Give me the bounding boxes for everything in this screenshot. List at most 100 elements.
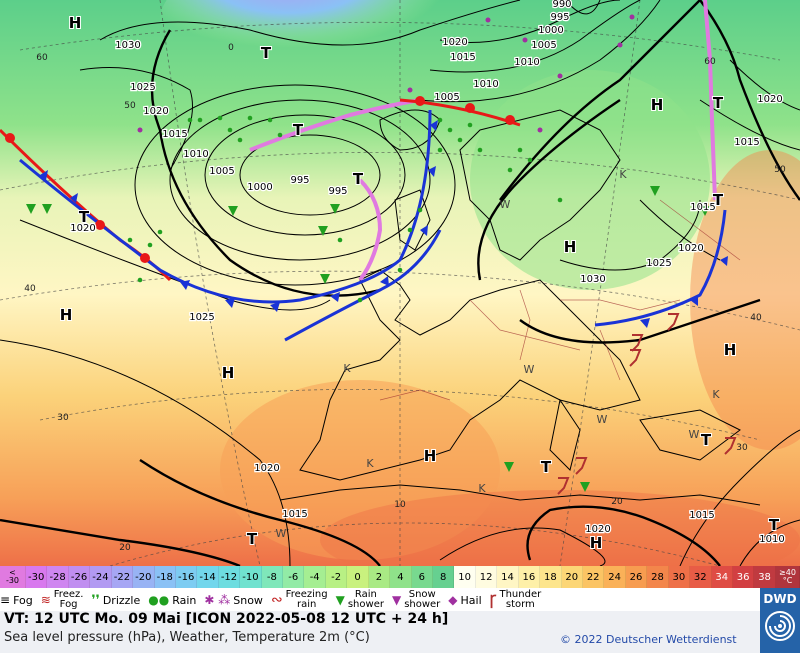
scale-cell: 6 xyxy=(411,566,434,588)
scale-cell: 2 xyxy=(368,566,391,588)
legend-fog-label: Fog xyxy=(13,593,33,607)
grid-label: 50 xyxy=(774,165,786,175)
scale-cell: -26 xyxy=(68,566,91,588)
low-pressure-label: T xyxy=(79,208,90,226)
freezing-fog-icon: ≋ xyxy=(40,593,51,607)
legend-freezing-fog: ≋ Freez. Fog xyxy=(41,590,84,610)
grid-label: 20 xyxy=(119,543,131,553)
scale-cell: 4 xyxy=(390,566,412,588)
scale-cell: 22 xyxy=(582,566,605,588)
scale-min-symbol: < xyxy=(9,568,16,577)
scale-cell: 38 xyxy=(754,566,776,588)
copyright: © 2022 Deutscher Wetterdienst xyxy=(560,633,737,646)
borders xyxy=(379,199,741,401)
high-pressure-label: H xyxy=(222,364,235,382)
scale-cell: 0 xyxy=(347,566,369,588)
warm-area-africa xyxy=(320,490,800,566)
grid-label: 0 xyxy=(228,43,234,53)
cold-air-label: K xyxy=(619,168,627,181)
isobar-label: 1020 xyxy=(585,524,610,535)
isobar-label: 990 xyxy=(552,0,571,10)
isobar-label: 1025 xyxy=(189,312,214,323)
legend-freezing-rain-label-2: rain xyxy=(296,599,317,610)
scale-cell: -14 xyxy=(197,566,219,588)
snow-symbols xyxy=(137,14,635,133)
grid-labels: 60 50 40 30 20 20 30 40 50 60 10 0 xyxy=(24,43,786,553)
scale-cell: 32 xyxy=(690,566,712,588)
scale-cell: -6 xyxy=(283,566,305,588)
snow-shower-icon: ▼ xyxy=(391,593,402,607)
isobar-label: 995 xyxy=(328,186,347,197)
isobar-label: 1010 xyxy=(759,534,784,545)
legend-drizzle: ❜❜ Drizzle xyxy=(91,593,140,608)
cold-air-label: K xyxy=(343,362,351,375)
legend-rain-shower-label-2: shower xyxy=(347,599,384,610)
scale-cell: -18 xyxy=(154,566,176,588)
scale-cell: 10 xyxy=(454,566,476,588)
front-teeth xyxy=(40,120,728,328)
scale-cell: 28 xyxy=(647,566,669,588)
weather-map: 1030102510201015101010051000995995102510… xyxy=(0,0,800,566)
isobars-thick xyxy=(0,0,800,566)
scale-cell: 18 xyxy=(540,566,562,588)
occlusion-front-3 xyxy=(703,0,717,201)
scale-cell: -10 xyxy=(240,566,262,588)
isobar-label: 1015 xyxy=(689,510,714,521)
legend-hail: ◆ Hail xyxy=(448,593,481,607)
dwd-logo-text: DWD xyxy=(763,592,797,606)
k-labels: K K K K K xyxy=(343,168,720,495)
legend-rain: ●● Rain xyxy=(148,593,196,607)
isobar-labels: 1030102510201015101010051000995995102510… xyxy=(69,0,786,546)
legend-thunderstorm: Ꞅ Thunder storm xyxy=(490,590,542,610)
isobar-label: 1020 xyxy=(70,223,95,234)
legend-rain-label: Rain xyxy=(172,593,197,607)
isobar-label: 1015 xyxy=(162,129,187,140)
scale-cell: 36 xyxy=(732,566,755,588)
legend-snow-shower-label-1: Snow xyxy=(408,589,436,600)
isobar-label: 1020 xyxy=(442,37,467,48)
high-pressure-label: H xyxy=(590,534,603,552)
low-pressure-label: T xyxy=(293,121,304,139)
isobar-label: 1025 xyxy=(130,82,155,93)
rain-icon: ●● xyxy=(148,593,170,607)
occlusion-front xyxy=(249,98,421,152)
warm-air-label: W xyxy=(524,363,535,376)
scale-cell: 14 xyxy=(497,566,519,588)
isobar-label: 1010 xyxy=(473,79,498,90)
legend-thunderstorm-label-1: Thunder xyxy=(499,589,542,600)
isobar-label: 1010 xyxy=(183,149,208,160)
high-pressure-label: H xyxy=(424,447,437,465)
warm-air-label: W xyxy=(597,413,608,426)
warm-air-label: W xyxy=(276,527,287,540)
isobar-label: 995 xyxy=(290,175,309,186)
drizzle-icon: ❜❜ xyxy=(91,592,100,608)
legend-snow-shower-label-2: shower xyxy=(404,599,441,610)
isobar-label: 995 xyxy=(550,12,569,23)
valid-time: VT: 12 UTC Mo. 09 Mai [ICON 2022-05-08 1… xyxy=(4,611,449,627)
fog-icon: ≡ xyxy=(0,593,11,607)
temperature-scale: < -30 -30 -28 -26 -24 -22 -20 -18 -16 -14 -12 -10-… xyxy=(0,566,800,588)
high-pressure-label: H xyxy=(724,341,737,359)
warm-front-lobes xyxy=(5,96,515,263)
scale-cell: -16 xyxy=(175,566,198,588)
shower-symbols xyxy=(26,186,710,492)
cold-front-3 xyxy=(594,209,727,327)
scale-cells: -30 -28 -26 -24 -22 -20 -18 -16 -14 -12 -10 -8 -6 -4-… xyxy=(26,566,776,588)
legend-rain-shower-label-1: Rain xyxy=(354,589,377,600)
legend-hail-label: Hail xyxy=(460,593,482,607)
low-pressure-label: T xyxy=(701,431,712,449)
cold-front-2 xyxy=(284,229,442,342)
grid-label: 40 xyxy=(750,313,762,323)
high-pressure-label: H xyxy=(60,306,73,324)
scale-cell: 8 xyxy=(433,566,455,588)
legend-snow-shower: ▼ Snow shower xyxy=(392,590,440,610)
grid-label: 30 xyxy=(57,413,69,423)
isobars xyxy=(0,0,800,566)
weather-legend: ≡ Fog ≋ Freez. Fog ❜❜ Drizzle ●● Rain ✱ … xyxy=(0,588,760,612)
legend-snow-label: Snow xyxy=(233,593,263,607)
dwd-swirl-icon xyxy=(765,611,795,641)
scale-cell: 16 xyxy=(518,566,541,588)
cold-air-label: K xyxy=(366,457,374,470)
dwd-logo: DWD xyxy=(760,588,800,653)
legend-snow: ✱ ⁂ Snow xyxy=(204,593,263,607)
